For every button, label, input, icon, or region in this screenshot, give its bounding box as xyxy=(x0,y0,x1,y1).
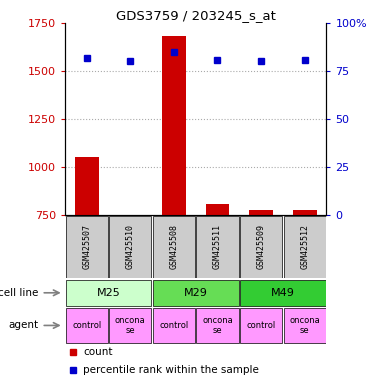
Bar xyxy=(66,308,108,343)
Bar xyxy=(109,308,151,343)
Bar xyxy=(206,204,230,215)
Text: GSM425509: GSM425509 xyxy=(257,224,266,269)
Bar xyxy=(240,216,282,278)
Text: cell line: cell line xyxy=(0,288,39,298)
Text: M29: M29 xyxy=(184,288,208,298)
Text: M25: M25 xyxy=(96,288,121,298)
Title: GDS3759 / 203245_s_at: GDS3759 / 203245_s_at xyxy=(116,9,276,22)
Text: percentile rank within the sample: percentile rank within the sample xyxy=(83,364,259,375)
Bar xyxy=(240,280,326,306)
Bar xyxy=(66,216,108,278)
Text: GSM425512: GSM425512 xyxy=(300,224,309,269)
Text: agent: agent xyxy=(9,320,39,331)
Bar xyxy=(284,216,326,278)
Bar xyxy=(197,216,239,278)
Text: GSM425508: GSM425508 xyxy=(170,224,178,269)
Bar xyxy=(109,216,151,278)
Text: M49: M49 xyxy=(271,288,295,298)
Text: GSM425507: GSM425507 xyxy=(82,224,91,269)
Text: oncona
se: oncona se xyxy=(115,316,146,335)
Text: count: count xyxy=(83,347,113,358)
Bar xyxy=(284,308,326,343)
Bar xyxy=(249,210,273,215)
Text: oncona
se: oncona se xyxy=(289,316,320,335)
Bar xyxy=(240,308,282,343)
Bar xyxy=(197,308,239,343)
Text: GSM425511: GSM425511 xyxy=(213,224,222,269)
Text: control: control xyxy=(72,321,101,330)
Bar xyxy=(66,280,151,306)
Bar xyxy=(153,216,195,278)
Text: control: control xyxy=(159,321,188,330)
Bar xyxy=(162,36,186,215)
Bar xyxy=(153,308,195,343)
Text: control: control xyxy=(246,321,276,330)
Bar xyxy=(153,280,239,306)
Bar xyxy=(293,210,317,215)
Bar xyxy=(75,157,99,215)
Text: GSM425510: GSM425510 xyxy=(126,224,135,269)
Text: oncona
se: oncona se xyxy=(202,316,233,335)
